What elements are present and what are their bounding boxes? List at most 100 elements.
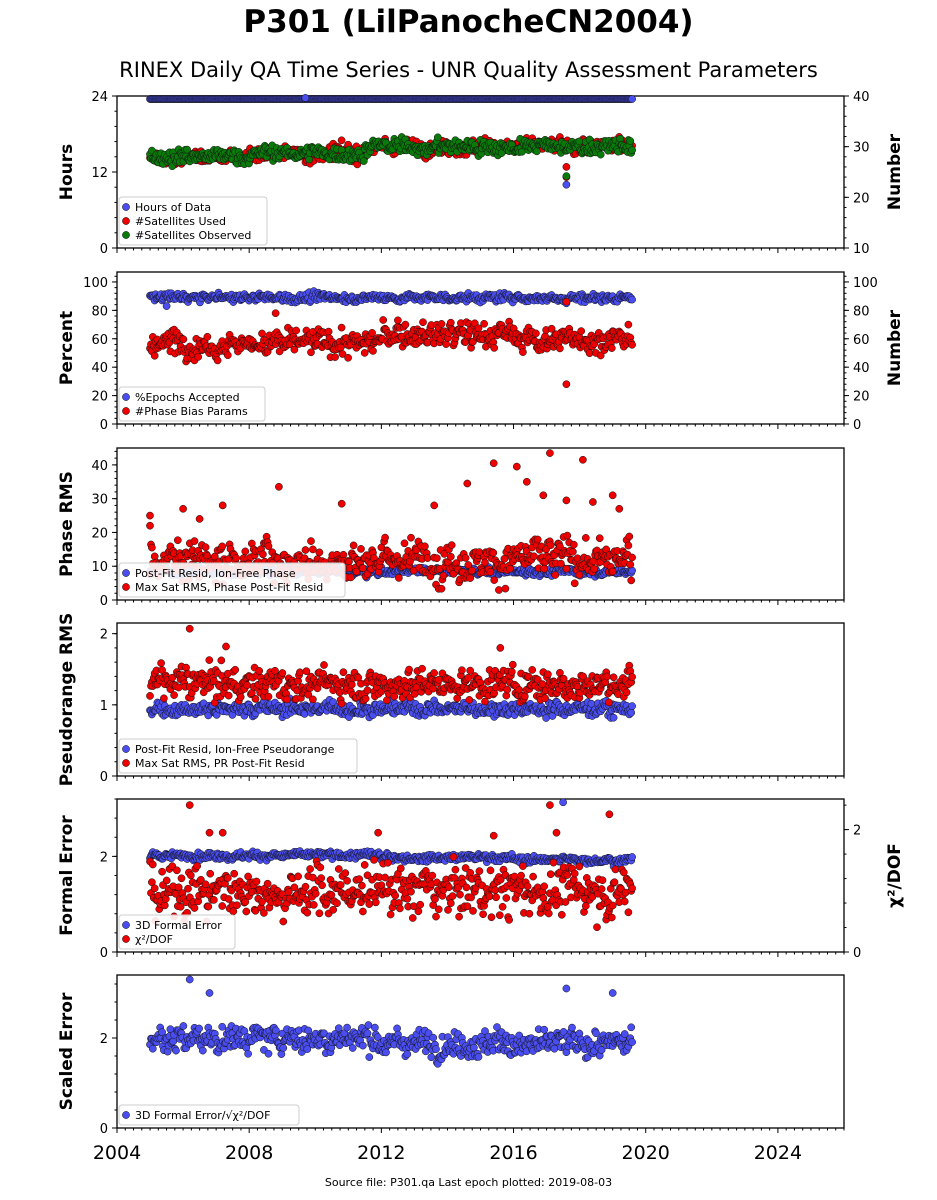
y-tick-label: 12 xyxy=(91,166,108,181)
data-point xyxy=(339,668,348,677)
data-point xyxy=(360,349,369,357)
data-point xyxy=(217,656,226,665)
y-tick-label: 100 xyxy=(83,276,108,291)
data-point xyxy=(369,347,377,355)
data-point xyxy=(148,543,156,552)
data-point xyxy=(562,564,571,573)
data-point xyxy=(540,564,549,573)
data-point xyxy=(628,95,636,103)
data-point xyxy=(519,348,527,356)
data-point xyxy=(595,534,604,543)
legend-label: #Satellites Used xyxy=(135,215,226,228)
y-tick-label: 40 xyxy=(91,459,108,474)
data-point xyxy=(243,681,252,690)
legend-marker xyxy=(122,569,130,577)
data-point xyxy=(423,554,432,562)
data-point xyxy=(258,329,266,338)
data-point xyxy=(150,351,159,360)
y-tick-label: 40 xyxy=(91,361,108,376)
y-right-tick-label: 20 xyxy=(853,390,870,405)
y-right-tick-label: 40 xyxy=(853,90,870,105)
data-point xyxy=(170,691,178,699)
outlier-point xyxy=(489,459,498,468)
data-point xyxy=(575,137,584,146)
legend-label: #Phase Bias Params xyxy=(135,405,248,418)
data-point xyxy=(577,327,586,335)
data-points xyxy=(146,287,636,389)
data-point xyxy=(480,319,488,328)
data-point xyxy=(501,584,510,593)
outlier-point xyxy=(275,482,283,491)
data-point xyxy=(575,571,584,579)
data-point xyxy=(201,543,210,552)
legend-label: Max Sat RMS, Phase Post-Fit Resid xyxy=(135,581,323,594)
data-point xyxy=(433,554,441,563)
y-tick-label: 24 xyxy=(91,90,108,105)
data-point xyxy=(395,574,403,582)
data-point xyxy=(179,335,188,344)
data-point xyxy=(347,680,356,689)
data-point xyxy=(569,540,578,549)
data-point xyxy=(400,539,409,548)
data-point xyxy=(307,348,315,357)
data-point xyxy=(495,586,503,594)
y-right-tick-label: 20 xyxy=(853,191,870,206)
y-right-tick-label: 10 xyxy=(853,242,870,257)
legend-marker xyxy=(122,231,130,239)
y-right-axis-label: Number xyxy=(885,133,905,210)
legend-marker xyxy=(122,393,130,401)
outlier-point xyxy=(522,477,531,486)
data-point xyxy=(320,661,328,669)
data-point xyxy=(205,656,214,664)
data-point xyxy=(146,692,154,700)
outlier-point xyxy=(546,449,554,457)
data-point xyxy=(546,541,555,550)
data-point xyxy=(173,536,182,545)
legend-label: %Epochs Accepted xyxy=(135,391,240,404)
data-point xyxy=(379,316,388,324)
y-axis-label: Pseudorange RMS xyxy=(57,613,77,787)
data-point xyxy=(490,576,499,584)
data-point xyxy=(557,559,565,568)
data-point xyxy=(628,553,636,562)
data-point xyxy=(337,136,346,145)
outlier-point xyxy=(394,316,402,325)
y-tick-label: 0 xyxy=(100,418,108,433)
data-point xyxy=(241,547,250,556)
outlier-point xyxy=(301,94,310,102)
data-point xyxy=(213,356,222,365)
data-point xyxy=(160,694,168,703)
data-point xyxy=(437,320,446,328)
data-point xyxy=(301,546,310,554)
data-point xyxy=(324,327,333,336)
y-right-axis-label: Number xyxy=(885,309,905,386)
y-tick-label: 10 xyxy=(91,560,108,575)
outlier-point xyxy=(162,302,171,310)
data-point xyxy=(437,584,446,593)
data-point xyxy=(231,665,240,674)
data-point xyxy=(607,344,616,352)
data-point xyxy=(278,669,287,677)
outlier-point xyxy=(562,496,571,505)
data-point xyxy=(530,552,538,561)
data-point xyxy=(368,329,376,337)
data-point xyxy=(344,353,352,362)
outlier-point xyxy=(271,309,280,318)
data-point xyxy=(609,713,618,722)
outlier-point xyxy=(562,380,571,389)
data-point xyxy=(626,137,635,145)
y-right-tick-label: 40 xyxy=(853,361,870,376)
legend-marker xyxy=(122,217,130,225)
data-point xyxy=(232,554,240,562)
y-tick-label: 80 xyxy=(91,304,108,319)
legend-marker xyxy=(122,583,130,591)
data-point xyxy=(224,691,233,700)
legend-label: Post-Fit Resid, Ion-Free Phase xyxy=(135,567,296,580)
data-point xyxy=(264,692,273,701)
data-point xyxy=(624,320,633,329)
data-point xyxy=(307,537,315,545)
data-point xyxy=(608,567,617,576)
outlier-point xyxy=(562,172,571,180)
data-point xyxy=(506,564,514,573)
data-point xyxy=(569,547,577,556)
